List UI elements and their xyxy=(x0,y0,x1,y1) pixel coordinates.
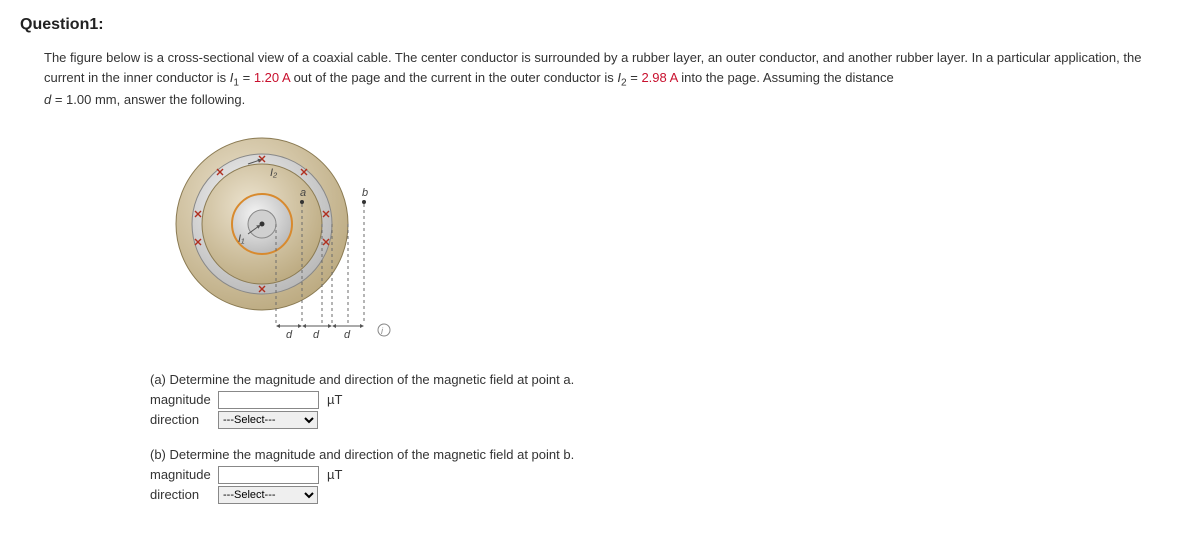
svg-text:d: d xyxy=(286,329,293,341)
part-a-dir-label: direction xyxy=(150,412,212,427)
part-a-magnitude-input[interactable] xyxy=(218,391,319,409)
part-a-direction-select[interactable]: ---Select--- xyxy=(218,411,318,429)
i1-value: 1.20 A xyxy=(254,70,290,85)
coax-figure: I₁ I₂ a b d d d i xyxy=(150,124,430,354)
b-label: b xyxy=(362,187,368,199)
part-a-mag-label: magnitude xyxy=(150,392,212,407)
question-title: Question1: xyxy=(20,16,1180,34)
part-b-mag-label: magnitude xyxy=(150,467,212,482)
figure-container: I₁ I₂ a b d d d i xyxy=(150,124,1180,354)
eq1: = xyxy=(239,70,254,85)
part-b-direction-select[interactable]: ---Select--- xyxy=(218,486,318,504)
i2-value: 2.98 A xyxy=(641,70,677,85)
part-b-magnitude-input[interactable] xyxy=(218,466,319,484)
a-label: a xyxy=(300,187,306,199)
stem-text-3: into the page. Assuming the distance xyxy=(678,70,894,85)
i1-label: I₁ xyxy=(238,233,245,245)
eq2: = xyxy=(627,70,642,85)
part-b-dir-label: direction xyxy=(150,487,212,502)
question-stem: The figure below is a cross-sectional vi… xyxy=(44,48,1180,110)
part-a-unit: µT xyxy=(327,392,342,407)
part-b-unit: µT xyxy=(327,467,342,482)
stem-text-2: out of the page and the current in the o… xyxy=(290,70,617,85)
part-a-prompt: (a) Determine the magnitude and directio… xyxy=(150,372,1180,387)
part-b-prompt: (b) Determine the magnitude and directio… xyxy=(150,447,1180,462)
svg-text:d: d xyxy=(344,329,351,341)
part-b: (b) Determine the magnitude and directio… xyxy=(150,447,1180,504)
svg-text:d: d xyxy=(313,329,320,341)
part-a: (a) Determine the magnitude and directio… xyxy=(150,372,1180,429)
i2-label: I₂ xyxy=(270,167,278,179)
info-icon[interactable]: i xyxy=(381,326,384,336)
